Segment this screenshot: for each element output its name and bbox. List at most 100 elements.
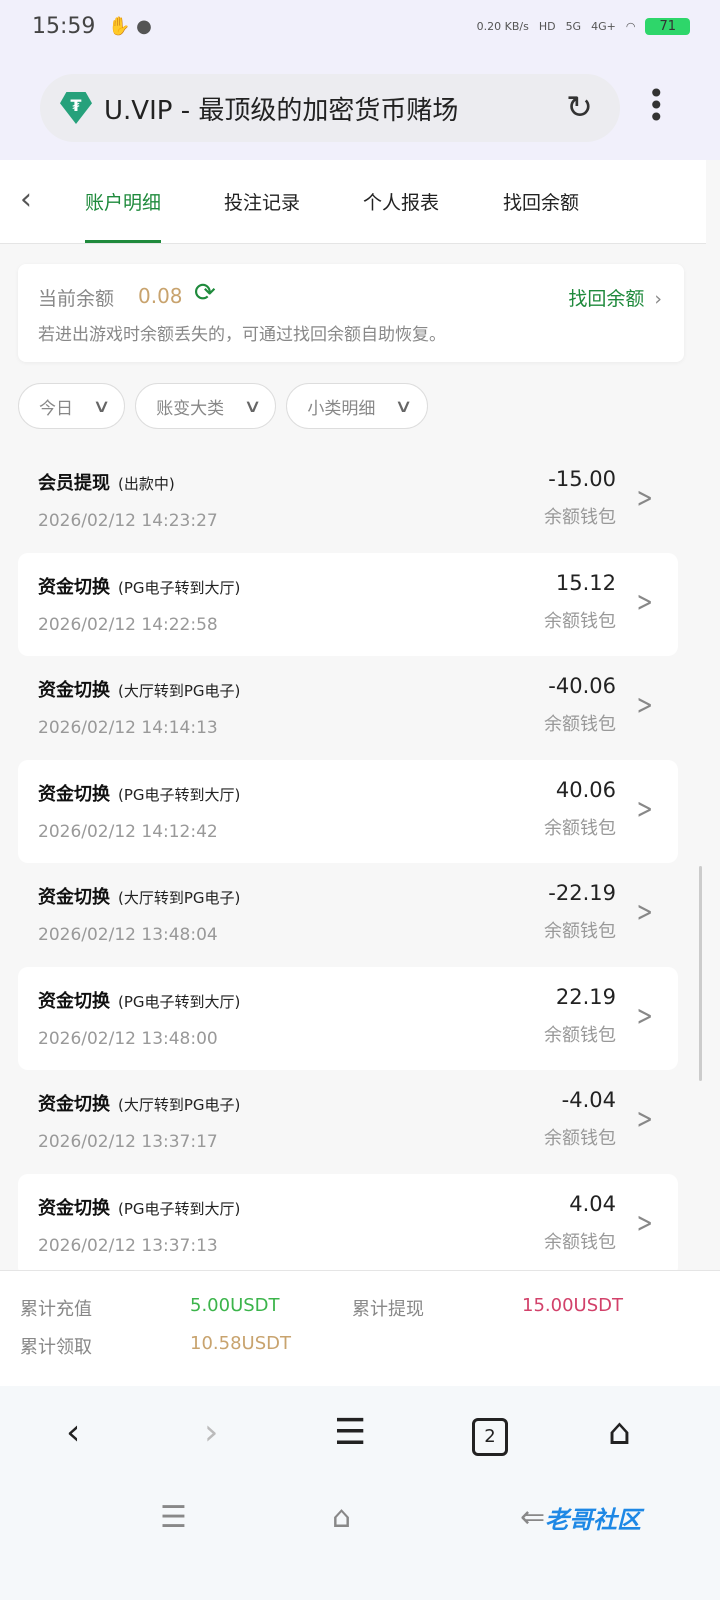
chevron-down-icon: ∨ [92,395,111,417]
record-type: 资金切换 [38,1094,110,1115]
filter-bar: 今日 ∨ 账变大类 ∨ 小类明细 ∨ [18,383,428,429]
record-title: 资金切换 (大厅转到PG电子) [38,883,240,909]
signal-4g-icon: 4G+ [591,20,616,33]
chevron-down-icon: ∨ [243,395,263,417]
record-title: 资金切换 (PG电子转到大厅) [38,780,240,806]
record-type: 资金切换 [38,680,110,701]
clock: 15:59 [32,14,96,39]
hd-icon: HD [538,20,556,33]
record-amount: -40.06 [548,674,616,698]
balance-value: 0.08 [138,284,183,308]
record-wallet: 余额钱包 [544,507,616,528]
record-date: 2026/02/12 14:14:13 [38,718,218,738]
scrollbar[interactable] [699,866,702,1081]
filter-label: 小类明细 [307,398,376,419]
summary-panel: 累计充值 5.00USDT 累计提现 15.00USDT 累计领取 10.58U… [0,1270,720,1386]
system-home-icon[interactable]: ⌂ [332,1500,352,1535]
tab-switcher-button[interactable]: 2 [472,1418,508,1456]
browser-forward-icon[interactable]: › [204,1412,219,1453]
filter-date[interactable]: 今日 ∨ [18,383,126,429]
record-row[interactable]: 资金切换 (PG电子转到大厅) 2026/02/12 13:48:00 22.19… [18,966,678,1070]
tab-recover-balance[interactable]: 找回余额 [503,192,580,214]
record-title: 资金切换 (PG电子转到大厅) [38,1194,240,1220]
recover-balance-link[interactable]: 找回余额 › [568,284,662,311]
record-type: 资金切换 [38,887,110,908]
record-subtype: (PG电子转到大厅) [118,1199,241,1218]
record-amount: 15.12 [555,570,616,595]
tether-logo-icon: ₮ [60,92,92,124]
record-amount: -4.04 [561,1088,616,1112]
record-date: 2026/02/12 13:37:13 [38,1235,218,1256]
system-menu-icon[interactable]: ☰ [160,1500,187,1535]
chevron-right-icon: > [636,998,653,1032]
record-subtype: (PG电子转到大厅) [118,992,241,1011]
withdraw-value: 15.00USDT [522,1295,623,1316]
back-chevron-icon[interactable]: ‹ [20,182,32,217]
browser-home-icon[interactable]: ⌂ [608,1412,631,1453]
record-subtype: (大厅转到PG电子) [118,1096,241,1114]
record-wallet: 余额钱包 [544,921,616,942]
chevron-right-icon: > [636,1205,653,1239]
claim-label: 累计领取 [20,1337,92,1358]
tab-bet-records[interactable]: 投注记录 [224,192,301,214]
record-amount: -15.00 [548,467,616,491]
record-row[interactable]: 资金切换 (PG电子转到大厅) 2026/02/12 14:22:58 15.12… [18,552,678,656]
system-back-icon[interactable]: ⇐ [520,1500,546,1535]
chevron-right-icon: > [636,481,653,514]
record-subtype: (大厅转到PG电子) [118,682,241,700]
refresh-icon[interactable]: ⟳ [194,278,216,308]
record-date: 2026/02/12 14:22:58 [38,614,218,635]
chevron-right-icon: > [636,688,653,721]
record-amount: -22.19 [548,881,616,905]
deposit-label: 累计充值 [20,1299,92,1320]
browser-menu-icon[interactable]: ☰ [334,1412,367,1453]
filter-category[interactable]: 账变大类 ∨ [135,383,277,429]
chevron-right-icon: › [654,288,662,310]
address-bar[interactable]: ₮ U.VIP - 最顶级的加密货币赌场 [40,74,620,142]
page-title: U.VIP - 最顶级的加密货币赌场 [104,95,459,126]
recover-label: 找回余额 [568,288,645,310]
filter-label: 今日 [39,398,73,419]
record-type: 资金切换 [38,1197,110,1219]
chevron-right-icon: > [636,584,653,618]
deposit-value: 5.00USDT [190,1295,280,1316]
record-title: 会员提现 (出款中) [38,469,175,495]
record-date: 2026/02/12 14:12:42 [38,821,218,842]
filter-label: 账变大类 [156,398,225,419]
record-type: 资金切换 [38,990,110,1012]
filter-subcategory[interactable]: 小类明细 ∨ [286,383,428,429]
reload-icon[interactable]: ↻ [566,88,593,126]
record-row[interactable]: 资金切换 (PG电子转到大厅) 2026/02/12 13:37:13 4.04 … [18,1173,678,1277]
record-wallet: 余额钱包 [544,817,616,839]
record-type: 资金切换 [38,783,110,805]
record-wallet: 余额钱包 [544,1231,616,1253]
record-row[interactable]: 资金切换 (PG电子转到大厅) 2026/02/12 14:12:42 40.06… [18,759,678,863]
record-title: 资金切换 (大厅转到PG电子) [38,676,240,702]
chevron-right-icon: > [636,791,653,825]
record-row[interactable]: 资金切换 (大厅转到PG电子) 2026/02/12 13:37:17 -4.04… [18,1070,678,1174]
record-wallet: 余额钱包 [544,1128,616,1149]
tab-account-details[interactable]: 账户明细 [85,188,162,243]
chevron-right-icon: > [636,895,653,928]
browser-back-icon[interactable]: ‹ [66,1412,81,1453]
record-subtype: (PG电子转到大厅) [118,578,241,597]
watermark-logo: 老哥社区 [545,1506,641,1534]
tab-personal-report[interactable]: 个人报表 [363,192,440,214]
record-row[interactable]: 资金切换 (大厅转到PG电子) 2026/02/12 14:14:13 -40.0… [18,656,678,760]
record-amount: 22.19 [555,984,616,1009]
claim-value: 10.58USDT [190,1333,291,1354]
record-row[interactable]: 资金切换 (大厅转到PG电子) 2026/02/12 13:48:04 -22.1… [18,863,678,967]
record-subtype: (大厅转到PG电子) [118,889,241,907]
record-row[interactable]: 会员提现 (出款中) 2026/02/12 14:23:27 -15.00 余额钱… [18,449,678,553]
wifi-icon: ◠ [625,20,636,33]
status-bar: 15:59 ✋ ● 0.20 KB/s HD 5G 4G+ ◠ 71 ₮ U.V… [0,0,720,160]
record-date: 2026/02/12 14:23:27 [38,511,218,531]
withdraw-label: 累计提现 [352,1299,424,1320]
notification-icons: ✋ ● [108,16,152,37]
battery-icon: 71 [645,18,690,35]
balance-tip: 若进出游戏时余额丢失的，可通过找回余额自助恢复。 [38,325,446,345]
net-speed: 0.20 KB/s [476,20,529,33]
record-list: 会员提现 (出款中) 2026/02/12 14:23:27 -15.00 余额钱… [18,449,678,1277]
balance-card: 当前余额 0.08 ⟳ 找回余额 › 若进出游戏时余额丢失的，可通过找回余额自助恢… [18,264,684,362]
more-menu-icon[interactable]: • • • [648,77,665,134]
